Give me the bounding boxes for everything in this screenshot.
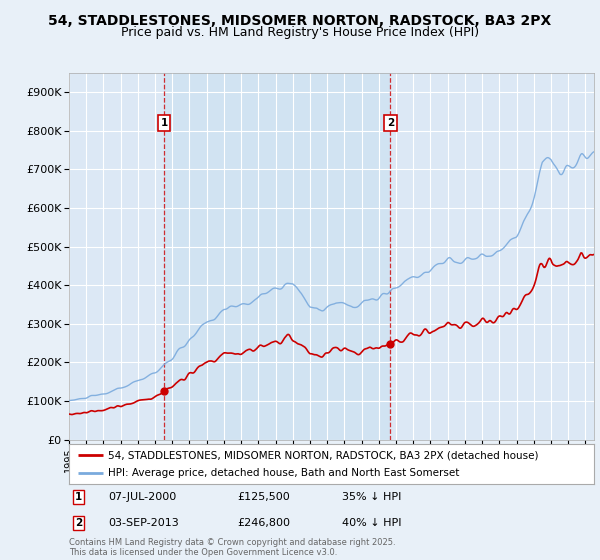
Text: HPI: Average price, detached house, Bath and North East Somerset: HPI: Average price, detached house, Bath… <box>109 468 460 478</box>
Text: Contains HM Land Registry data © Crown copyright and database right 2025.
This d: Contains HM Land Registry data © Crown c… <box>69 538 395 557</box>
Text: £125,500: £125,500 <box>237 492 290 502</box>
Text: £246,800: £246,800 <box>237 518 290 528</box>
Text: 07-JUL-2000: 07-JUL-2000 <box>109 492 176 502</box>
Text: 1: 1 <box>160 118 167 128</box>
Text: 35% ↓ HPI: 35% ↓ HPI <box>342 492 401 502</box>
Text: 2: 2 <box>75 518 82 528</box>
Text: Price paid vs. HM Land Registry's House Price Index (HPI): Price paid vs. HM Land Registry's House … <box>121 26 479 39</box>
Bar <box>164 73 391 440</box>
Text: 03-SEP-2013: 03-SEP-2013 <box>109 518 179 528</box>
Text: 54, STADDLESTONES, MIDSOMER NORTON, RADSTOCK, BA3 2PX (detached house): 54, STADDLESTONES, MIDSOMER NORTON, RADS… <box>109 450 539 460</box>
Text: 2: 2 <box>387 118 394 128</box>
Text: 40% ↓ HPI: 40% ↓ HPI <box>342 518 401 528</box>
Text: 1: 1 <box>75 492 82 502</box>
Text: 54, STADDLESTONES, MIDSOMER NORTON, RADSTOCK, BA3 2PX: 54, STADDLESTONES, MIDSOMER NORTON, RADS… <box>49 14 551 28</box>
